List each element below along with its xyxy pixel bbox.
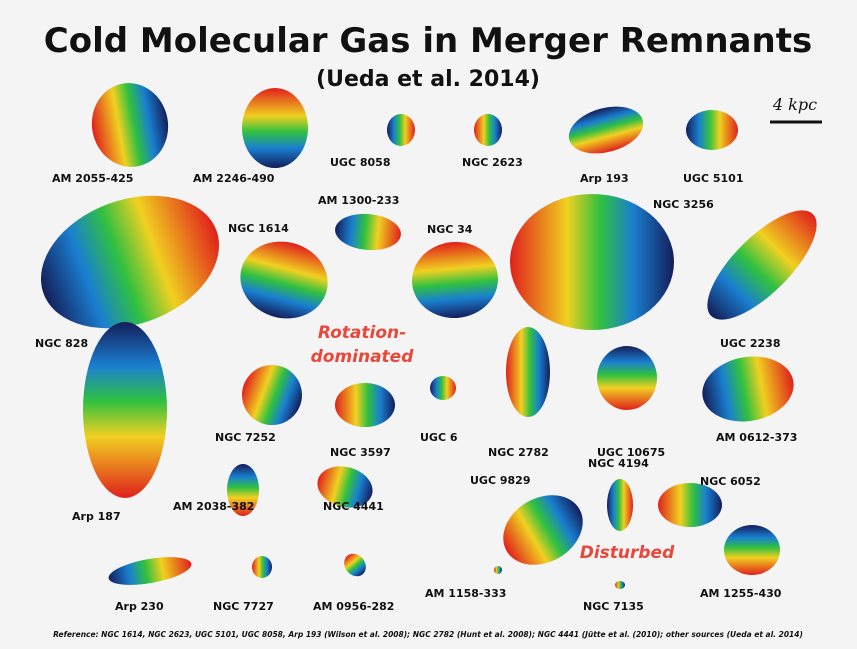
galaxy-label: NGC 4441 <box>323 500 384 513</box>
galaxy-label: AM 1300-233 <box>318 194 399 207</box>
galaxy-label: NGC 3256 <box>653 198 714 211</box>
galaxy-label: UGC 5101 <box>683 172 743 185</box>
galaxy-label: NGC 1614 <box>228 222 289 235</box>
group-label: Rotation- <box>318 323 406 343</box>
galaxy-label: NGC 2623 <box>462 156 523 169</box>
galaxy-label: NGC 7727 <box>213 600 274 613</box>
galaxy-label: NGC 2782 <box>488 446 549 459</box>
title: Cold Molecular Gas in Merger Remnants <box>44 21 812 61</box>
galaxy-label: AM 2055-425 <box>52 172 133 185</box>
galaxy-label: NGC 4194 <box>588 457 649 470</box>
galaxy-label: AM 0956-282 <box>313 600 394 613</box>
scale-label: 4 kpc <box>772 95 817 114</box>
galaxy-label: Arp 193 <box>580 172 629 185</box>
galaxy-label: AM 1158-333 <box>425 587 506 600</box>
velocity-map <box>686 110 738 150</box>
velocity-map <box>430 376 456 400</box>
velocity-map <box>494 566 502 574</box>
galaxy-label: UGC 8058 <box>330 156 390 169</box>
reference: Reference: NGC 1614, NGC 2623, UGC 5101,… <box>53 630 803 639</box>
galaxy-label: UGC 9829 <box>470 474 530 487</box>
group-label: dominated <box>311 347 415 367</box>
velocity-map <box>387 114 415 146</box>
galaxy-label: AM 1255-430 <box>700 587 782 600</box>
velocity-map <box>83 322 167 498</box>
galaxy-label: NGC 7135 <box>583 600 644 613</box>
velocity-map <box>607 479 633 531</box>
galaxy-label: NGC 3597 <box>330 446 391 459</box>
galaxy-label: NGC 828 <box>35 337 88 350</box>
galaxy-label: Arp 187 <box>72 510 121 523</box>
galaxy-label: UGC 2238 <box>720 337 780 350</box>
velocity-map <box>474 114 502 146</box>
figure: Cold Molecular Gas in Merger Remnants (U… <box>0 0 857 649</box>
subtitle: (Ueda et al. 2014) <box>316 67 540 92</box>
galaxy-label: AM 2246-490 <box>193 172 275 185</box>
galaxy-label: AM 0612-373 <box>716 431 797 444</box>
velocity-map <box>510 194 674 330</box>
galaxy-label: AM 2038-382 <box>173 500 254 513</box>
galaxy-label: NGC 7252 <box>215 431 276 444</box>
velocity-map <box>335 383 395 427</box>
galaxy-label: UGC 6 <box>420 431 458 444</box>
velocity-map <box>724 525 780 575</box>
galaxy-label: NGC 6052 <box>700 475 761 488</box>
velocity-map <box>615 581 625 589</box>
velocity-map <box>252 556 272 578</box>
velocity-map <box>506 327 550 417</box>
galaxy-label: NGC 34 <box>427 223 473 236</box>
velocity-map <box>658 483 722 527</box>
velocity-map <box>242 88 308 168</box>
group-label: Disturbed <box>580 543 675 563</box>
galaxy-label: Arp 230 <box>115 600 164 613</box>
velocity-map <box>597 346 657 410</box>
